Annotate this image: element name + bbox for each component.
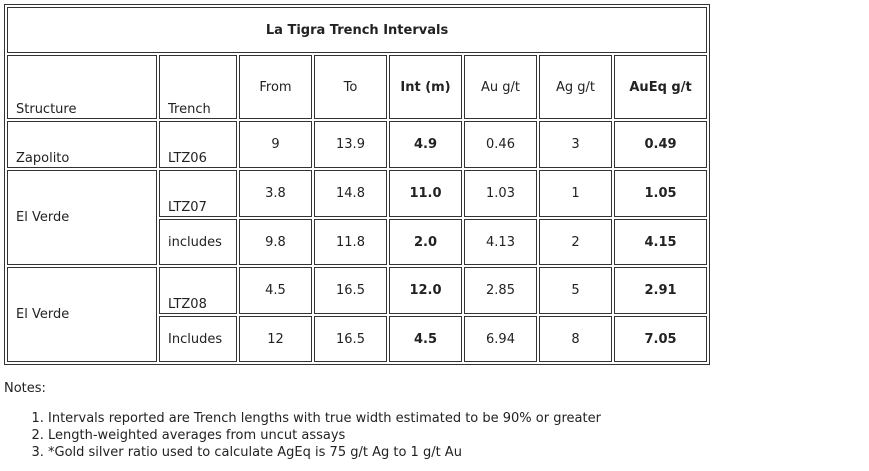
value-cell: 7.05 [614,316,708,362]
value-cell: 3 [539,121,612,168]
trench-cell: includes [159,219,237,265]
header-cell: Structure [7,55,157,119]
header-cell: Trench [159,55,237,119]
value-cell: 12 [239,316,312,362]
value-cell: 4.9 [389,121,462,168]
table-title: La Tigra Trench Intervals [7,7,708,53]
value-cell: 6.94 [464,316,537,362]
data-row: includes 9.8 11.8 2.0 4.13 2 4.15 [7,219,708,265]
value-cell: 12.0 [389,267,462,314]
value-cell: 2.91 [614,267,708,314]
header-cell: AuEq g/t [614,55,708,119]
structure-cell: El Verde [7,267,157,362]
header-row: Structure Trench From To Int (m) Au g/t Ag g/t… [7,55,708,119]
header-cell: To [314,55,387,119]
value-cell: 9 [239,121,312,168]
value-cell: 14.8 [314,170,387,217]
value-cell: 4.5 [389,316,462,362]
note-item: Intervals reported are Trench lengths wi… [48,410,601,427]
trench-cell: LTZ07 [159,170,237,217]
header-cell: Int (m) [389,55,462,119]
intervals-table: La Tigra Trench Intervals Structure Trench… [4,4,711,365]
data-row: El Verde LTZ08 4.5 16.5 12.0 2.85 5 2.91 [7,267,708,362]
notes: Notes: Intervals reported are Trench len… [4,381,601,461]
value-cell: 4.15 [614,219,708,265]
value-cell: 2.0 [389,219,462,265]
header-cell: Ag g/t [539,55,612,119]
value-cell: 0.46 [464,121,537,168]
header-cell: Au g/t [464,55,537,119]
title-row: La Tigra Trench Intervals [7,7,708,53]
structure-cell: Zapolito [7,121,157,168]
trench-cell: LTZ06 [159,121,237,168]
value-cell: 9.8 [239,219,312,265]
value-cell: 16.5 [314,267,387,314]
value-cell: 4.13 [464,219,537,265]
note-item: *Gold silver ratio used to calculate AgE… [48,444,601,461]
value-cell: 11.8 [314,219,387,265]
value-cell: 2 [539,219,612,265]
value-cell: 1.03 [464,170,537,217]
note-item: Length-weighted averages from uncut assa… [48,427,601,444]
value-cell: 11.0 [389,170,462,217]
value-cell: 3.8 [239,170,312,217]
value-cell: 16.5 [314,316,387,362]
trench-cell: LTZ08 [159,267,237,314]
data-row: El Verde LTZ07 3.8 14.8 11.0 1.03 1 1.05 [7,170,708,265]
value-cell: 2.85 [464,267,537,314]
value-cell: 4.5 [239,267,312,314]
structure-cell: El Verde [7,170,157,265]
value-cell: 8 [539,316,612,362]
data-row: Includes 12 16.5 4.5 6.94 8 7.05 [7,316,708,362]
notes-list: Intervals reported are Trench lengths wi… [4,410,601,461]
value-cell: 1 [539,170,612,217]
notes-label: Notes: [4,381,46,396]
value-cell: 1.05 [614,170,708,217]
value-cell: 5 [539,267,612,314]
trench-cell: Includes [159,316,237,362]
value-cell: 0.49 [614,121,708,168]
value-cell: 13.9 [314,121,387,168]
header-cell: From [239,55,312,119]
data-row: Zapolito LTZ06 9 13.9 4.9 0.46 3 0.49 [7,121,708,168]
